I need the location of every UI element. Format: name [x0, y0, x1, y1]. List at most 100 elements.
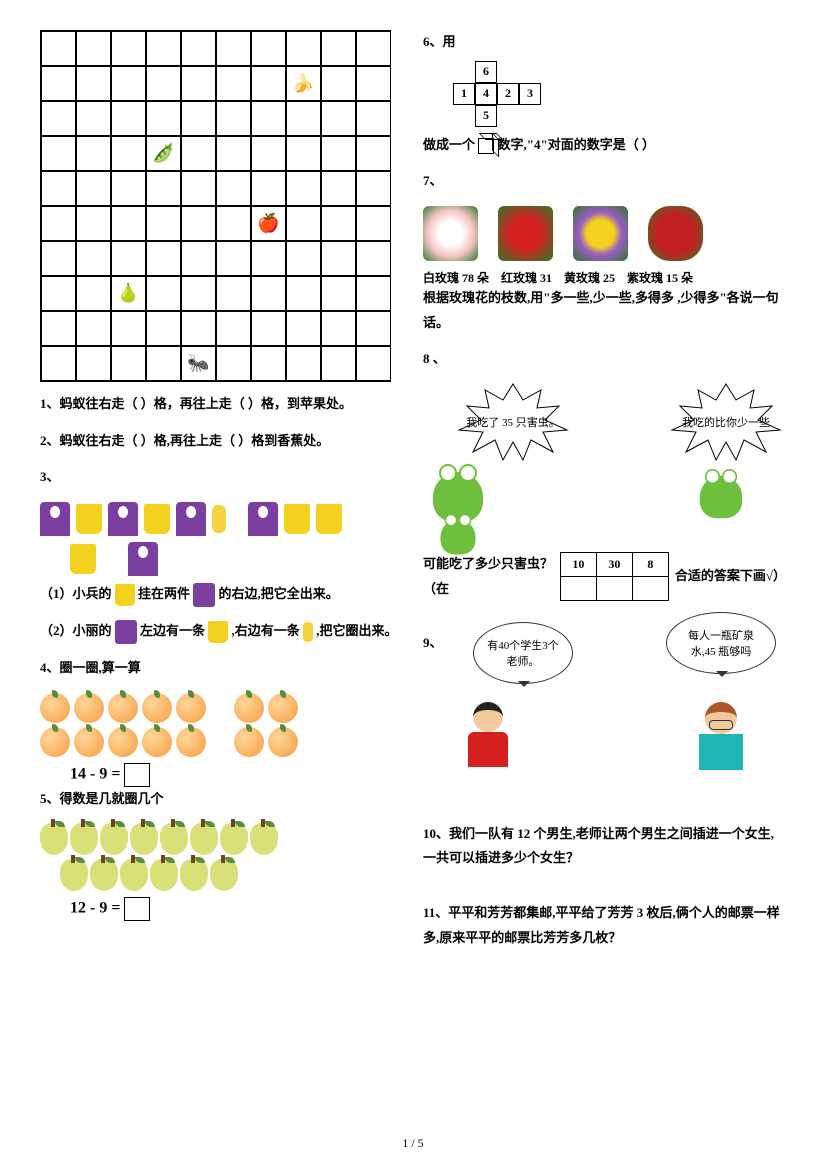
answer-box[interactable]: [124, 897, 150, 921]
grid-cell: [146, 66, 181, 101]
grid-cell: [286, 311, 321, 346]
skirt-icon: [208, 621, 228, 643]
q6-text-b: 数字,"4"对面的数字是（ ）: [498, 137, 655, 152]
pear-icon: [120, 859, 148, 891]
grid-cell: [286, 241, 321, 276]
peach-row-2: [40, 727, 403, 757]
grid-cell: [76, 311, 111, 346]
pear-icon: [90, 859, 118, 891]
q8-label: 8 、: [423, 351, 446, 366]
opt-cell[interactable]: 10: [560, 553, 596, 577]
skirt-icon: [76, 504, 102, 534]
q3-2b: 左边有一条: [140, 623, 205, 638]
answer-box[interactable]: [124, 763, 150, 787]
grid-cell: [356, 346, 391, 381]
grid-cell: [216, 136, 251, 171]
grid-cell: [356, 101, 391, 136]
grid-cell: [321, 66, 356, 101]
grid-cell: [111, 66, 146, 101]
grid-cell: [181, 241, 216, 276]
pear-icon: [100, 823, 128, 855]
q4-equation: 14 - 9 =: [70, 763, 403, 787]
grid-cell: [181, 101, 216, 136]
shirt-icon: [193, 583, 215, 607]
speech-burst-1: 我吃了 35 只害虫。: [453, 382, 573, 462]
pea-icon: 🫛: [146, 136, 181, 171]
q3-2c: ,右边有一条: [232, 623, 300, 638]
grid-cell: [216, 206, 251, 241]
grid-cell: [216, 346, 251, 381]
grid-cell: [356, 31, 391, 66]
grid-cell: [321, 171, 356, 206]
frog-icon: [433, 472, 483, 522]
grid-cell: [41, 241, 76, 276]
grid-cell: [181, 276, 216, 311]
page-number: 1 / 5: [402, 1136, 423, 1151]
q10-text: 10、我们一队有 12 个男生,老师让两个男生之间插进一个女生,一共可以插进多少…: [423, 822, 786, 871]
grid-cell: [111, 171, 146, 206]
grid-cell: [111, 31, 146, 66]
pear-icon: [190, 823, 218, 855]
q3-label: 3、: [40, 465, 403, 490]
q5-label: 5、得数是几就圈几个: [40, 787, 403, 812]
grid-cell: [251, 171, 286, 206]
opt-blank[interactable]: [596, 577, 632, 601]
grid-cell: [216, 171, 251, 206]
pear-icon: [160, 823, 188, 855]
grid-cell: [216, 101, 251, 136]
peach-icon: [108, 727, 138, 757]
q3-line2: （2）小丽的 左边有一条 ,右边有一条 ,把它圈出来。: [40, 619, 403, 644]
pear-icon: [150, 859, 178, 891]
grid-cell: [76, 136, 111, 171]
grid-cell: [321, 241, 356, 276]
burst1-text: 我吃了 35 只害虫。: [456, 414, 570, 430]
grid-cell: [356, 311, 391, 346]
bubble1-text: 有40个学生3个老师。: [487, 640, 559, 668]
pear-row-1: [40, 823, 403, 855]
flower-labels: 白玫瑰 78 朵 红玫瑰 31 黄玫瑰 25 紫玫瑰 15 朵: [423, 269, 786, 286]
grid-cell: [356, 241, 391, 276]
grid-cell: [76, 241, 111, 276]
net-cell: 5: [475, 105, 497, 127]
skirt-icon: [284, 504, 310, 534]
pear-icon: [250, 823, 278, 855]
pear-icon: [70, 823, 98, 855]
grid-cell: [286, 101, 321, 136]
cube-net: 6 1423 5: [453, 61, 541, 127]
opt-cell[interactable]: 8: [632, 553, 668, 577]
grid-cell: [41, 101, 76, 136]
opt-blank[interactable]: [560, 577, 596, 601]
shirt-icon: [108, 502, 138, 536]
apple-icon: 🍎: [251, 206, 286, 241]
grid-cell: [76, 346, 111, 381]
grid-cell: [286, 276, 321, 311]
net-cell: 4: [475, 83, 497, 105]
opt-blank[interactable]: [632, 577, 668, 601]
grid-cell: [146, 311, 181, 346]
grid-cell: [216, 66, 251, 101]
grid-cell: [181, 136, 216, 171]
peach-icon: [268, 693, 298, 723]
grid-cell: [41, 206, 76, 241]
pear-icon: [40, 823, 68, 855]
burst2-text: 我吃的比你少一些: [672, 414, 780, 430]
grid-cell: [146, 346, 181, 381]
peach-icon: [268, 727, 298, 757]
grid-cell: [321, 276, 356, 311]
grid-cell: [146, 101, 181, 136]
grid-cell: [251, 136, 286, 171]
opt-cell[interactable]: 30: [596, 553, 632, 577]
q11-text: 11、平平和芳芳都集邮,平平给了芳芳 3 枚后,俩个人的邮票一样多,原来平平的邮…: [423, 901, 786, 950]
white-rose-icon: [423, 206, 478, 261]
q7-label: 7、: [423, 169, 786, 194]
peach-icon: [176, 693, 206, 723]
q3-2a: （2）小丽的: [40, 623, 112, 638]
grid-cell: [41, 311, 76, 346]
grid-cell: [181, 311, 216, 346]
grid-cell: [111, 206, 146, 241]
skirt-icon: [70, 544, 96, 574]
corn-icon: [303, 622, 313, 642]
speech-burst-2: 我吃的比你少一些: [666, 382, 786, 462]
grid-cell: [146, 241, 181, 276]
q3-1c: 的右边,把它全出来。: [219, 586, 339, 601]
